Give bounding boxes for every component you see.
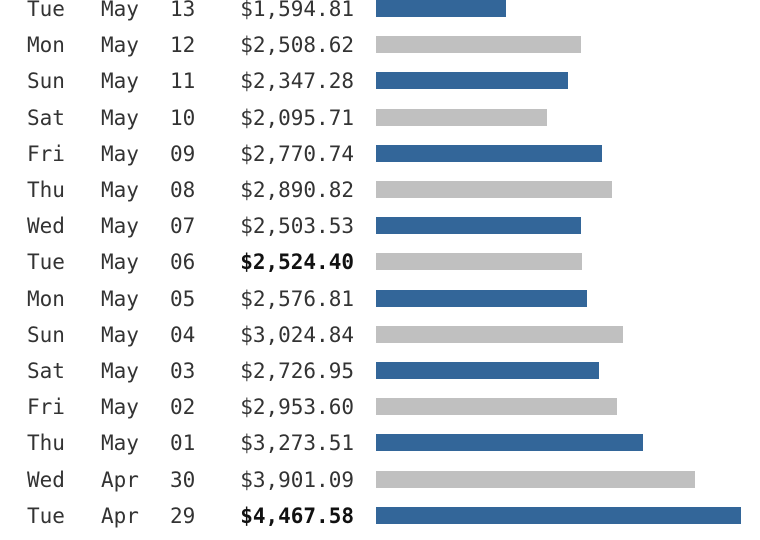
amount-label: $2,095.71 (240, 105, 354, 130)
month-label: May (101, 178, 139, 202)
weekday-label: Tue (27, 0, 65, 21)
day-label: 09 (170, 141, 196, 166)
chart-row: Sun May 04 $3,024.84 (0, 323, 760, 359)
chart-row: Tue Apr 29 $4,467.58 (0, 504, 760, 540)
day-label: 08 (170, 178, 196, 202)
month-label: May (101, 214, 139, 239)
month-label: May (101, 359, 139, 383)
day-label: 03 (170, 359, 196, 383)
amount-label: $2,726.95 (240, 359, 354, 383)
amount-label: $3,273.51 (240, 431, 354, 456)
amount-bar (376, 108, 547, 126)
amount-bar (376, 72, 568, 90)
amount-bar (376, 289, 587, 307)
chart-row: Mon May 05 $2,576.81 (0, 287, 760, 323)
amount-label: $2,347.28 (240, 69, 354, 94)
weekday-label: Thu (27, 178, 65, 202)
month-label: May (101, 250, 139, 275)
amount-bar (376, 0, 506, 17)
amount-bar (376, 144, 602, 162)
amount-bar (376, 36, 581, 54)
weekday-label: Sat (27, 359, 65, 383)
chart-row: Sun May 11 $2,347.28 (0, 69, 760, 105)
month-label: May (101, 0, 139, 21)
day-label: 06 (170, 250, 196, 275)
day-label: 30 (170, 467, 196, 492)
chart-row: Wed May 07 $2,503.53 (0, 214, 760, 250)
weekday-label: Tue (27, 250, 65, 275)
weekday-label: Sun (27, 69, 65, 94)
weekday-label: Sun (27, 322, 65, 347)
amount-label: $2,576.81 (240, 286, 354, 311)
month-label: May (101, 322, 139, 347)
weekday-label: Thu (27, 431, 65, 456)
chart-row: Tue May 13 $1,594.81 (0, 0, 760, 33)
amount-label: $4,467.58 (240, 503, 354, 528)
month-label: May (101, 286, 139, 311)
amount-bar (376, 325, 623, 343)
weekday-label: Mon (27, 33, 65, 58)
amount-label: $3,024.84 (240, 322, 354, 347)
amount-bar (376, 362, 599, 379)
day-label: 01 (170, 431, 196, 456)
amount-label: $1,594.81 (240, 0, 354, 21)
weekday-label: Mon (27, 286, 65, 311)
amount-label: $2,890.82 (240, 178, 354, 202)
weekday-label: Tue (27, 503, 65, 528)
weekday-label: Wed (27, 214, 65, 239)
day-label: 05 (170, 286, 196, 311)
amount-bar (376, 434, 643, 452)
day-label: 11 (170, 69, 196, 94)
amount-bar (376, 506, 741, 524)
month-label: May (101, 431, 139, 456)
day-label: 07 (170, 214, 196, 239)
month-label: May (101, 395, 139, 420)
weekday-label: Wed (27, 467, 65, 492)
amount-bar (376, 217, 581, 235)
day-label: 29 (170, 503, 196, 528)
day-label: 02 (170, 395, 196, 420)
weekday-label: Fri (27, 141, 65, 166)
month-label: May (101, 33, 139, 58)
chart-row: Tue May 06 $2,524.40 (0, 250, 760, 286)
amount-label: $2,770.74 (240, 141, 354, 166)
day-label: 04 (170, 322, 196, 347)
amount-bar (376, 181, 612, 198)
amount-bar (376, 470, 695, 488)
amount-label: $2,503.53 (240, 214, 354, 239)
day-label: 10 (170, 105, 196, 130)
day-label: 12 (170, 33, 196, 58)
chart-row: Thu May 08 $2,890.82 (0, 178, 760, 214)
month-label: Apr (101, 467, 139, 492)
weekday-label: Fri (27, 395, 65, 420)
chart-row: Sat May 03 $2,726.95 (0, 359, 760, 395)
month-label: May (101, 141, 139, 166)
month-label: May (101, 105, 139, 130)
amount-label: $2,508.62 (240, 33, 354, 58)
day-label: 13 (170, 0, 196, 21)
chart-row: Mon May 12 $2,508.62 (0, 33, 760, 69)
amount-bar (376, 253, 582, 271)
amount-label: $2,953.60 (240, 395, 354, 420)
month-label: Apr (101, 503, 139, 528)
chart-row: Wed Apr 30 $3,901.09 (0, 468, 760, 504)
month-label: May (101, 69, 139, 94)
amount-bar (376, 398, 617, 416)
chart-row: Sat May 10 $2,095.71 (0, 106, 760, 142)
chart-row: Thu May 01 $3,273.51 (0, 431, 760, 467)
chart-row: Fri May 09 $2,770.74 (0, 142, 760, 178)
chart-row: Fri May 02 $2,953.60 (0, 395, 760, 431)
weekday-label: Sat (27, 105, 65, 130)
amount-label: $2,524.40 (240, 250, 354, 275)
amount-label: $3,901.09 (240, 467, 354, 492)
